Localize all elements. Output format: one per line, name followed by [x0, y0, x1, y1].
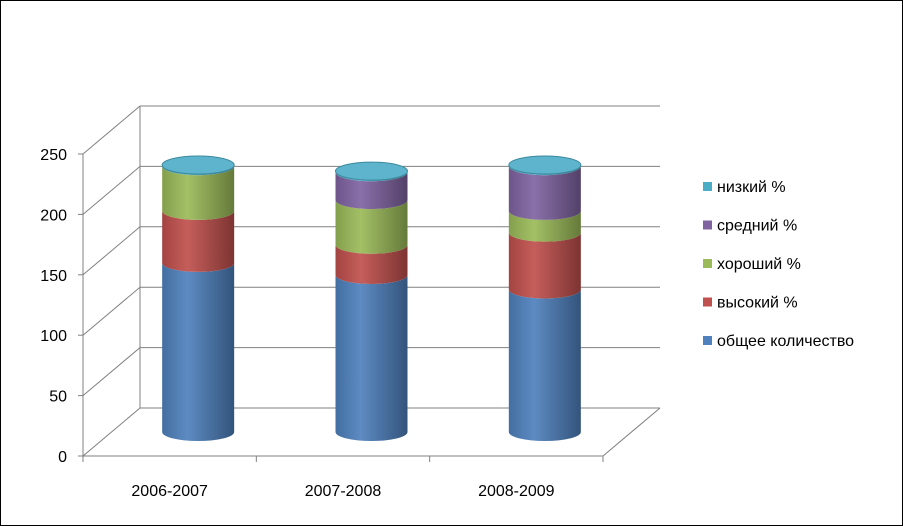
- bar-stack-2006-2007: [161, 155, 235, 441]
- y-tick-label: 150: [40, 268, 67, 285]
- bar-segment-общее количество: [162, 262, 235, 441]
- bar-segment-средний %: [335, 172, 408, 210]
- bar-segment-хороший %: [335, 200, 408, 254]
- y-tick-label: 100: [40, 328, 67, 345]
- legend-swatch: [703, 336, 712, 345]
- chart-walls: [82, 106, 661, 457]
- bar-segment-высокий %: [162, 210, 235, 272]
- y-tick-label: 50: [49, 389, 67, 406]
- bar-segment-средний %: [508, 166, 581, 220]
- gridline-250: [82, 105, 660, 155]
- y-tick-label: 200: [40, 207, 67, 224]
- legend-item: высокий %: [703, 295, 798, 312]
- legend-swatch: [703, 182, 712, 191]
- legend-swatch: [703, 259, 712, 268]
- legend-label: хороший %: [717, 256, 801, 273]
- legend: низкий % средний % хороший % высокий % общее…: [703, 179, 854, 350]
- bar-top-cap: [335, 161, 408, 181]
- bars: [161, 155, 582, 441]
- legend-swatch: [703, 220, 712, 230]
- legend-label: общее количество: [717, 333, 854, 350]
- bar-segment-общее количество: [335, 274, 408, 441]
- x-axis: 2006-2007 2007-2008 2008-2009: [82, 456, 604, 500]
- x-category-label: 2007-2008: [305, 483, 382, 500]
- bar-segment-хороший %: [162, 166, 235, 220]
- legend-label: низкий %: [717, 179, 786, 196]
- legend-item: низкий %: [703, 179, 786, 196]
- legend-swatch: [703, 297, 712, 307]
- legend-label: средний %: [717, 218, 797, 235]
- bar-stack-2008-2009: [508, 155, 582, 441]
- legend-item: средний %: [703, 218, 797, 235]
- bar-top-cap: [508, 155, 582, 175]
- bar-segment-общее количество: [508, 289, 581, 441]
- bar-segment-высокий %: [335, 244, 408, 284]
- bar-segment-высокий %: [508, 232, 581, 299]
- y-axis: 0 50 100 150 200 250: [40, 147, 83, 466]
- x-category-label: 2008-2009: [478, 483, 555, 500]
- legend-item: хороший %: [703, 256, 801, 273]
- bar-stack-2007-2008: [335, 161, 408, 441]
- y-tick-label: 250: [40, 147, 67, 164]
- bar-top-cap: [161, 155, 235, 175]
- bar-segment-хороший %: [508, 210, 581, 242]
- legend-label: высокий %: [717, 295, 798, 312]
- x-category-label: 2006-2007: [131, 483, 208, 500]
- legend-item: общее количество: [703, 333, 854, 350]
- y-tick-label: 0: [58, 449, 67, 466]
